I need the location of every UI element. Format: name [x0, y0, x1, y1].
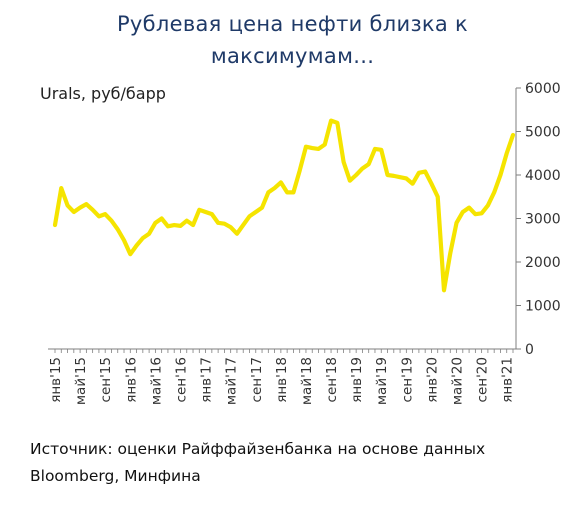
y-tick-label: 0	[525, 342, 534, 358]
chart-title-line-2: максимумам...	[210, 44, 375, 68]
series-group	[52, 118, 516, 293]
chart-title-line-1: Рублевая цена нефти близка к	[116, 12, 469, 36]
y-tick-label: 4000	[525, 168, 561, 184]
y-tick-label: 1000	[525, 299, 561, 315]
chart-axes	[48, 88, 517, 350]
chart-title: Рублевая цена нефти близка к максимумам.…	[0, 8, 585, 72]
x-tick-label: май'18	[299, 357, 315, 405]
y-tick-label: 3000	[525, 212, 561, 228]
x-tick-label: янв'21	[500, 357, 516, 403]
x-tick-label: май'15	[73, 357, 89, 405]
source-line-2: Bloomberg, Минфина	[30, 467, 201, 485]
x-tick-label: сен'20	[475, 357, 491, 402]
x-tick-label: янв'20	[424, 357, 440, 403]
y-tick-label: 2000	[525, 255, 561, 271]
x-tick-label: сен'16	[173, 357, 189, 402]
x-tick-label: май'20	[450, 357, 466, 405]
x-tick-label: май'16	[148, 357, 164, 405]
y-axis-label: Urals, руб/барр	[40, 84, 166, 103]
x-tick-label: янв'16	[123, 357, 139, 403]
x-axis-ticks: янв'15 май'15 сен'15 янв'16 май'16 сен'16 янв'…	[48, 349, 516, 405]
x-tick-label: янв'17	[199, 357, 215, 403]
source-note: Источник: оценки Райффайзенбанка на осно…	[30, 436, 485, 490]
x-tick-label: сен'17	[249, 357, 265, 402]
x-tick-label: май'19	[374, 357, 390, 405]
source-line-1: Источник: оценки Райффайзенбанка на осно…	[30, 440, 486, 458]
x-tick-label: май'17	[224, 357, 240, 405]
urals-price-line	[52, 118, 516, 293]
x-tick-label: сен'18	[324, 357, 340, 402]
x-tick-label: янв'15	[48, 357, 64, 403]
y-tick-label: 6000	[525, 81, 561, 97]
y-axis-ticks: 0 1000 2000 3000 4000 5000 6000	[516, 81, 561, 358]
x-tick-label: янв'18	[274, 357, 290, 403]
x-tick-label: сен'19	[399, 357, 415, 402]
x-tick-label: сен'15	[98, 357, 114, 402]
x-tick-label: янв'19	[349, 357, 365, 403]
y-tick-label: 5000	[525, 125, 561, 141]
